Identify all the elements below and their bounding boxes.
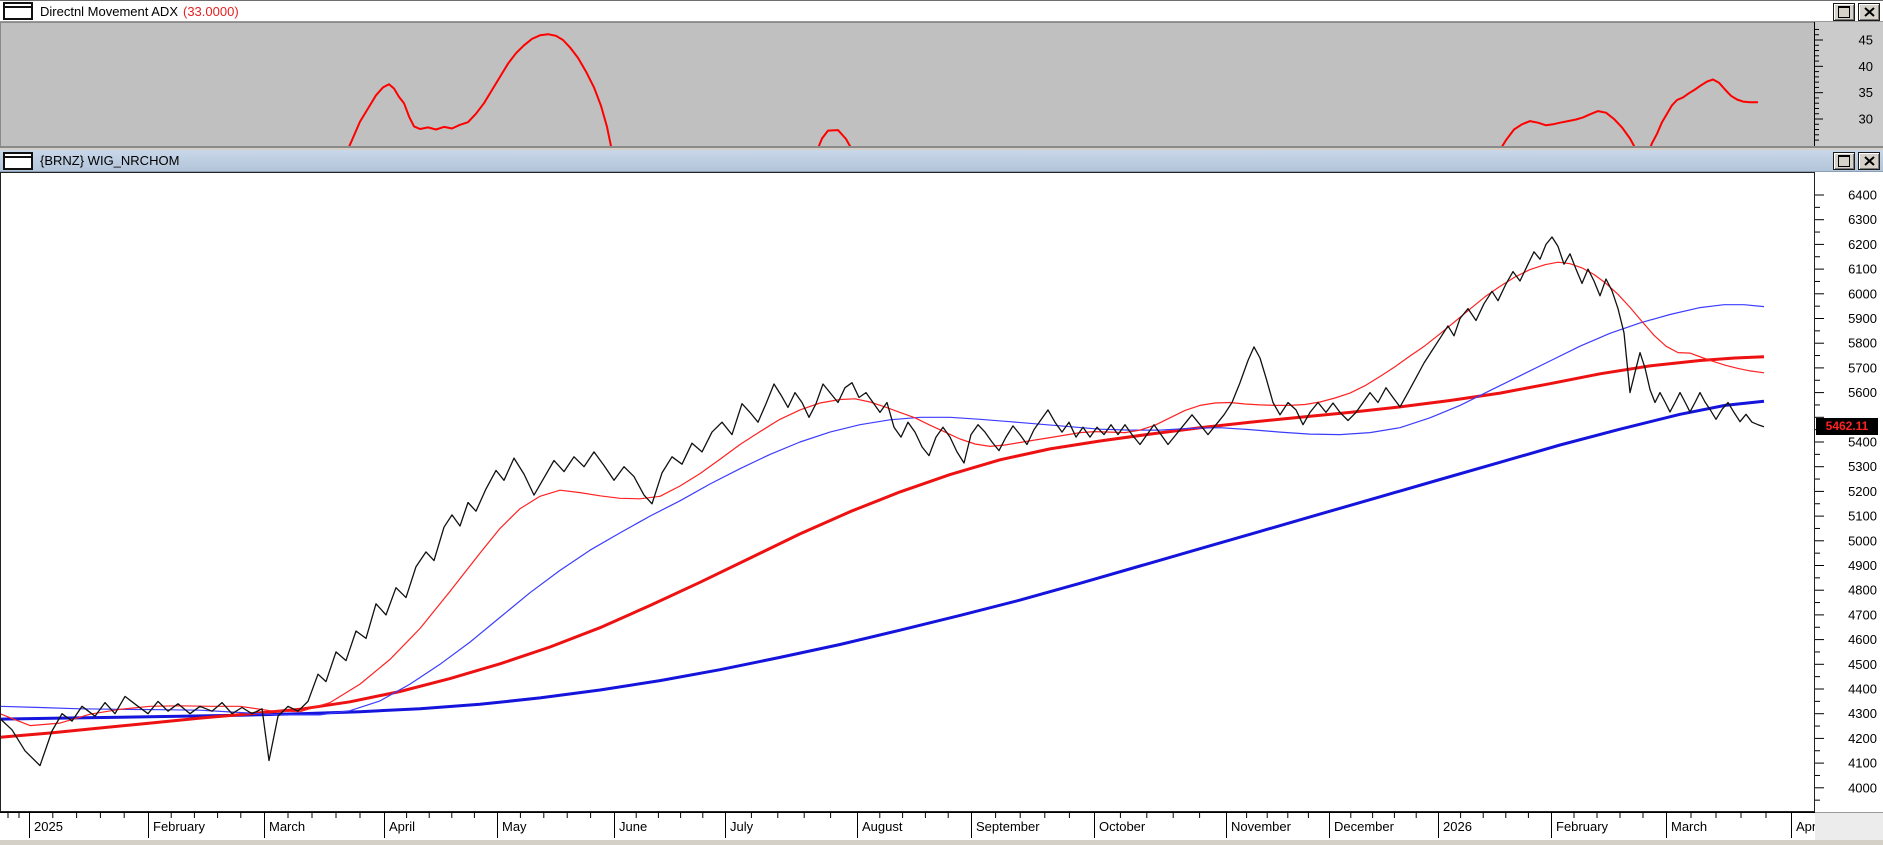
month-label: February — [153, 819, 206, 834]
month-label: October — [1099, 819, 1146, 834]
adx-value-label: (33.0000) — [183, 3, 239, 19]
y-axis-label: 5900 — [1848, 311, 1877, 326]
month-label: July — [730, 819, 754, 834]
y-axis-label: 4300 — [1848, 706, 1877, 721]
y-axis-label: 4600 — [1848, 632, 1877, 647]
month-label: April — [1796, 819, 1815, 834]
adx-axis-label: 30 — [1859, 112, 1873, 127]
month-label: 2026 — [1443, 819, 1472, 834]
y-axis-label: 4700 — [1848, 607, 1877, 622]
series-ma-fast-blue — [0, 304, 1765, 716]
price-chart-window: {BRNZ} WIG_NRCHOM 6400 6300 6200 6100 6000 59… — [0, 150, 1883, 845]
adx-chart-plot[interactable] — [0, 22, 1815, 146]
y-axis-label: 4100 — [1848, 756, 1877, 771]
adx-axis-label: 45 — [1859, 33, 1873, 48]
series-adx — [1649, 78, 1758, 146]
price-x-axis: 2025 February March April May June July August S… — [0, 812, 1815, 840]
month-label: August — [862, 819, 903, 834]
axis-corner — [1815, 812, 1883, 840]
adx-y-axis: 30 35 40 45 — [1815, 22, 1883, 146]
price-chart-plot[interactable] — [0, 172, 1815, 812]
month-label: March — [1671, 819, 1707, 834]
series-ma-slow-blue — [0, 399, 1765, 721]
adx-close-button[interactable] — [1858, 3, 1880, 21]
adx-axis-label: 40 — [1859, 59, 1873, 74]
price-chart-title: {BRNZ} WIG_NRCHOM — [40, 153, 180, 168]
y-axis-label: 5300 — [1848, 459, 1877, 474]
price-titlebar[interactable]: {BRNZ} WIG_NRCHOM — [0, 150, 1883, 172]
series-adx — [817, 129, 852, 146]
y-axis-label: 5800 — [1848, 336, 1877, 351]
y-axis-label: 6400 — [1848, 188, 1877, 203]
y-axis-label: 4400 — [1848, 682, 1877, 697]
adx-maximize-button[interactable] — [1833, 3, 1855, 21]
price-close-button[interactable] — [1858, 152, 1880, 170]
y-axis-label: 6300 — [1848, 212, 1877, 227]
system-menu-icon-bar — [5, 6, 31, 8]
series-ma-fast-red — [0, 261, 1765, 727]
y-axis-label: 4900 — [1848, 558, 1877, 573]
y-axis-label: 4800 — [1848, 583, 1877, 598]
adx-panel-window: Directnl Movement ADX (33.0000) 30 35 40 45 — [0, 0, 1883, 148]
month-label: November — [1231, 819, 1292, 834]
system-menu-icon-bar — [5, 155, 31, 158]
y-axis-label: 5100 — [1848, 509, 1877, 524]
y-axis-label: 5700 — [1848, 360, 1877, 375]
close-icon — [1863, 156, 1875, 166]
last-price-tag: 5462.11 — [1816, 418, 1878, 436]
y-axis-label: 4500 — [1848, 657, 1877, 672]
y-axis-label: 5000 — [1848, 533, 1877, 548]
month-label: May — [502, 819, 527, 834]
y-axis-label: 5600 — [1848, 385, 1877, 400]
month-label: February — [1556, 819, 1609, 834]
y-axis-label: 6200 — [1848, 237, 1877, 252]
y-axis-label: 5400 — [1848, 435, 1877, 450]
adx-axis-label: 35 — [1859, 85, 1873, 100]
window-bottom-edge — [0, 840, 1883, 845]
system-menu-icon[interactable] — [3, 151, 33, 170]
y-axis-label: 6100 — [1848, 262, 1877, 277]
price-plot-border — [0, 172, 1815, 812]
price-y-axis: 6400 6300 6200 6100 6000 5900 5800 5700 5600 5400… — [1815, 172, 1883, 812]
month-label: December — [1334, 819, 1395, 834]
month-label: 2025 — [34, 819, 63, 834]
y-axis-label: 5200 — [1848, 484, 1877, 499]
close-icon — [1863, 7, 1875, 17]
series-price — [0, 236, 1765, 767]
maximize-icon — [1838, 155, 1850, 167]
series-adx — [1501, 110, 1636, 146]
adx-title: Directnl Movement ADX — [40, 3, 178, 19]
price-maximize-button[interactable] — [1833, 152, 1855, 170]
y-axis-label: 6000 — [1848, 286, 1877, 301]
maximize-icon — [1838, 6, 1850, 18]
month-label: March — [269, 819, 305, 834]
adx-titlebar[interactable]: Directnl Movement ADX (33.0000) — [0, 0, 1883, 22]
month-label: June — [619, 819, 647, 834]
y-axis-label: 4000 — [1848, 780, 1877, 795]
series-ma-slow-red — [0, 355, 1765, 739]
month-label: September — [976, 819, 1040, 834]
system-menu-icon[interactable] — [3, 2, 33, 20]
series-adx — [348, 33, 612, 146]
month-label: April — [389, 819, 415, 834]
y-axis-label: 4200 — [1848, 731, 1877, 746]
